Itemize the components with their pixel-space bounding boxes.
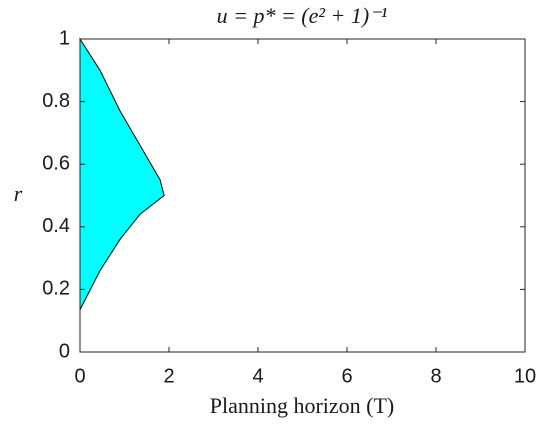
chart-title: u = p* = (e² + 1)⁻¹ [217,3,388,28]
x-tick-label: 10 [514,365,536,387]
x-tick-label: 8 [430,365,441,387]
y-axis-label: r [14,181,23,206]
x-tick-label: 0 [74,365,85,387]
x-tick-label: 4 [252,365,263,387]
area [79,37,165,310]
x-tick-label: 6 [341,365,352,387]
x-tick-label: 2 [163,365,174,387]
y-tick-label: 0.4 [42,215,70,237]
y-tick-label: 0 [59,340,70,362]
plot-frame [79,38,526,353]
x-axis-label: Planning horizon (T) [210,393,395,418]
y-tick-label: 0.8 [42,90,70,112]
y-tick-label: 1 [59,27,70,49]
y-tick-label: 0.2 [42,278,70,300]
y-tick-label: 0.6 [42,152,70,174]
